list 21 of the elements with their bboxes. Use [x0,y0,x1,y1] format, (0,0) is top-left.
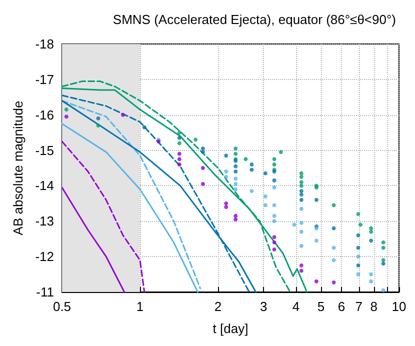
x-tick-label: 1 [136,299,144,314]
y-tick-label: -13 [35,214,54,229]
x-tick-label: 8 [370,299,378,314]
x-tick-label: 10 [392,299,406,314]
x-tick-label: 5 [317,299,325,314]
x-tick-label: 7 [355,299,362,314]
y-axis-title: AB absolute magnitude [10,100,26,236]
x-tick-label: 3 [260,299,268,314]
y-tick-label: -17 [35,72,54,87]
y-tick-label: -11 [36,284,54,300]
x-tick-label: 6 [338,299,346,314]
y-tick-label: -15 [35,142,54,158]
x-axis-title: t [day] [212,321,248,336]
y-tick-label: -16 [35,107,54,122]
x-tick-label: 2 [214,299,222,314]
x-tick-label: 0.5 [52,299,72,314]
y-tick-label: -12 [35,249,54,264]
chart-title: SMNS (Accelerated Ejecta), equator (86°≤θ<90°) [112,12,396,27]
y-tick-label: -14 [35,178,54,194]
x-tick-label: 4 [292,299,300,314]
y-tick-label: -18 [35,36,54,52]
